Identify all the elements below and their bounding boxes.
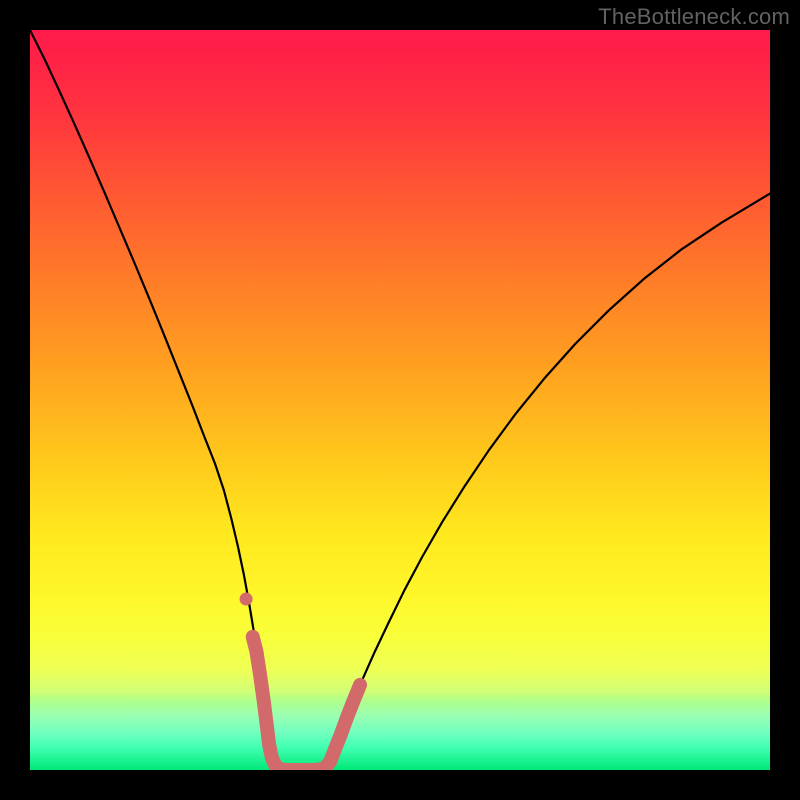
right-curve: [326, 194, 770, 770]
salmon-overlay-dot: [240, 593, 253, 606]
salmon-overlay-stroke: [253, 637, 360, 770]
chart-frame: TheBottleneck.com: [0, 0, 800, 800]
curve-layer: [30, 30, 770, 770]
watermark-text: TheBottleneck.com: [598, 4, 790, 30]
plot-area: [30, 30, 770, 770]
left-curve: [30, 30, 276, 770]
